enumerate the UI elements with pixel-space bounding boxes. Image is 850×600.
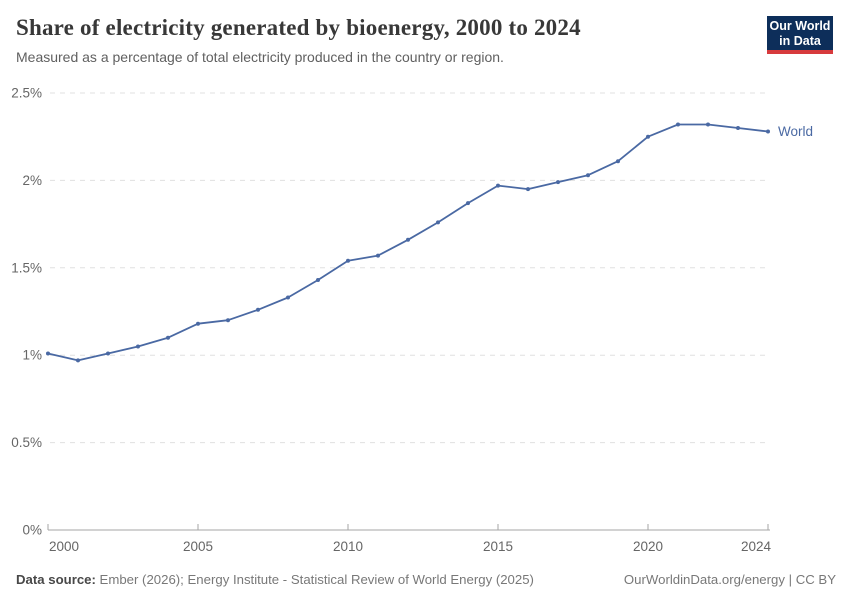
data-point-marker — [646, 134, 650, 139]
line-chart: 0% 0.5% 1% 1.5% 2% 2.5% 2000 2005 2010 2015 2020 20… — [0, 80, 850, 560]
data-point-marker — [406, 237, 410, 242]
y-axis-tick-label: 2% — [22, 173, 42, 188]
owid-logo-line1: Our World — [769, 19, 831, 33]
x-axis-tick-label: 2010 — [333, 539, 363, 554]
data-point-marker — [76, 358, 80, 363]
license-note: OurWorldinData.org/energy | CC BY — [623, 572, 836, 587]
data-point-marker — [616, 159, 620, 164]
data-point-marker — [46, 351, 50, 356]
data-point-marker — [166, 335, 170, 340]
line-chart-svg: 0% 0.5% 1% 1.5% 2% 2.5% 2000 2005 2010 2015 2020 20… — [11, 86, 813, 555]
data-source-note: Data source: Ember (2026); Energy Instit… — [16, 572, 534, 587]
data-point-marker — [106, 351, 110, 356]
x-axis-tick-label: 2024 — [741, 539, 772, 554]
data-point-marker — [766, 129, 770, 134]
data-point-marker — [526, 187, 530, 192]
data-point-marker — [316, 278, 320, 282]
data-source-text: Ember (2026); Energy Institute - Statist… — [95, 572, 534, 587]
data-point-marker — [286, 295, 290, 300]
y-axis-tick-label: 0.5% — [11, 435, 42, 450]
y-axis-tick-label: 1.5% — [11, 260, 42, 275]
data-point-marker — [496, 183, 500, 188]
data-source-label: Data source: — [16, 572, 96, 587]
series-end-label: World — [778, 124, 813, 139]
page-subtitle: Measured as a percentage of total electr… — [16, 49, 504, 65]
x-axis-tick-label: 2020 — [633, 539, 663, 554]
x-axis-tick-label: 2005 — [183, 539, 213, 554]
data-point-marker — [556, 180, 560, 185]
data-point-marker — [706, 122, 710, 127]
y-axis-tick-label: 0% — [22, 523, 42, 538]
data-point-marker — [736, 126, 740, 130]
data-point-marker — [136, 344, 140, 349]
data-point-marker — [376, 253, 380, 258]
owid-logo-line2: in Data — [779, 33, 821, 48]
x-axis-tick-label: 2015 — [483, 539, 513, 554]
chart-header: Share of electricity generated by bioene… — [16, 14, 834, 65]
data-point-marker — [256, 307, 260, 312]
data-point-marker — [586, 173, 590, 178]
series-line-world — [47, 123, 769, 362]
owid-logo: Our World in Data — [767, 16, 833, 54]
chart-footer: Data source: Ember (2026); Energy Instit… — [16, 572, 836, 587]
data-point-marker — [346, 258, 350, 263]
data-point-marker — [226, 318, 230, 323]
y-axis-tick-label: 2.5% — [11, 86, 42, 101]
y-axis-tick-label: 1% — [22, 348, 42, 363]
x-axis-tick-label: 2000 — [49, 539, 79, 554]
page-title: Share of electricity generated by bioene… — [16, 15, 581, 40]
data-point-marker — [676, 122, 680, 127]
data-point-marker — [196, 321, 200, 326]
data-point-marker — [466, 201, 470, 206]
data-point-marker — [436, 220, 440, 225]
